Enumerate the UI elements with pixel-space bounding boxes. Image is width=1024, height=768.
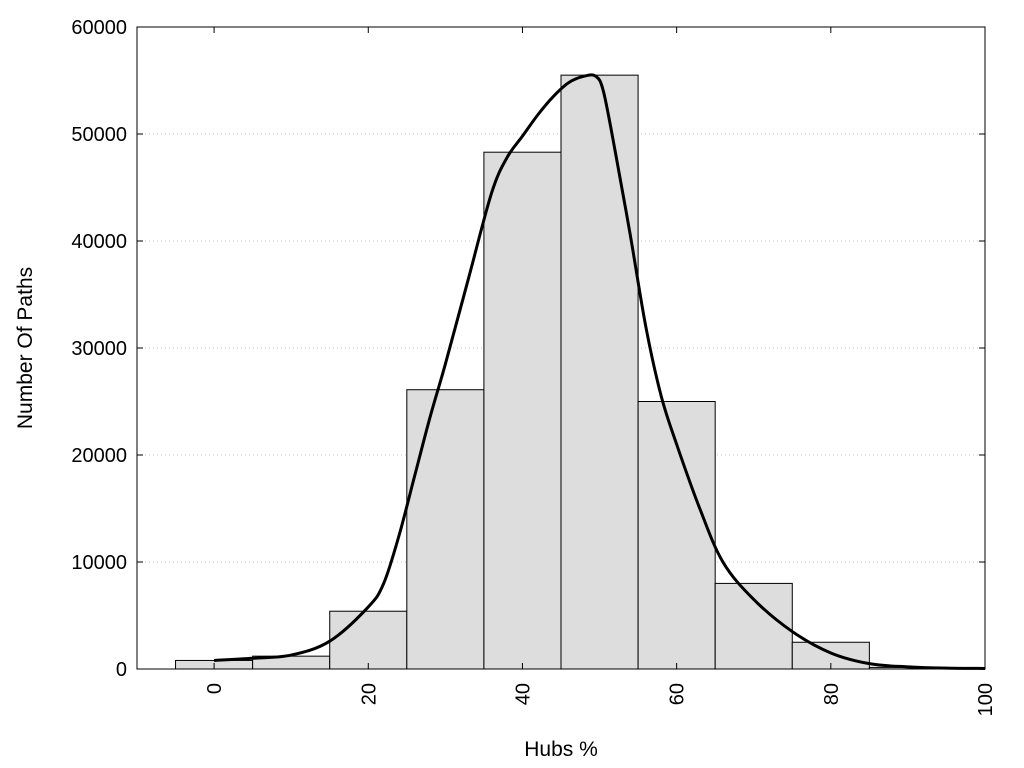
x-axis-title: Hubs % [524,738,598,761]
x-tick-label: 60 [667,683,689,705]
y-tick-label: 30000 [71,338,127,360]
histogram-bar [329,610,408,670]
x-tick-label: 100 [975,683,997,716]
histogram-bar [714,582,793,670]
y-axis: 0 10000 20000 30000 40000 50000 60000 [71,17,985,681]
y-tick-label: 20000 [71,445,127,467]
histogram-bar [560,74,639,670]
y-tick-label: 10000 [71,552,127,574]
x-tick-label: 0 [204,683,226,694]
y-tick-label: 0 [116,659,127,681]
histogram-bar [637,401,716,670]
y-tick-label: 40000 [71,231,127,253]
y-tick-label: 60000 [71,17,127,39]
density-curve [214,73,986,670]
x-tick-label: 40 [512,683,534,705]
x-tick-label: 20 [358,683,380,705]
histogram-bar [483,151,562,670]
y-tick-label: 50000 [71,124,127,146]
histogram-bar [406,389,485,670]
x-axis: 0 20 40 60 80 100 [204,27,997,716]
y-axis-title: Number Of Paths [14,267,37,429]
density-curve-layer [214,73,986,670]
x-tick-label: 80 [821,683,843,705]
histogram-bars [175,74,947,670]
